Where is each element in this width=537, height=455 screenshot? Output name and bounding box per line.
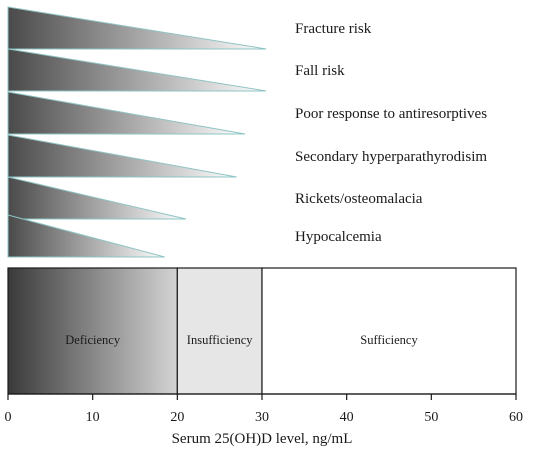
risk-wedge-secondary-hyperparathyrodisim (7, 134, 237, 178)
zone-deficiency (7, 267, 178, 395)
risk-label-fall-risk: Fall risk (295, 63, 345, 79)
risk-wedge-rickets-osteomalacia (7, 176, 186, 220)
risk-wedge-fall-risk (7, 48, 267, 92)
x-tick-label: 30 (255, 410, 269, 425)
zone-sufficiency (261, 267, 517, 395)
risk-label-hypocalcemia: Hypocalcemia (295, 229, 382, 245)
x-axis: 0 10 20 30 40 50 60 (5, 393, 523, 425)
risk-label-secondary-hyperparathyrodisim: Secondary hyperparathyrodisim (295, 149, 487, 165)
x-tick-label: 0 (5, 410, 12, 425)
zone-label-deficiency: Deficiency (65, 333, 121, 347)
x-tick-label: 10 (86, 410, 100, 425)
risk-wedge-fracture-risk (7, 6, 267, 50)
risk-label-rickets-osteomalacia: Rickets/osteomalacia (295, 191, 423, 207)
zone-label-sufficiency: Sufficiency (360, 333, 418, 347)
risk-wedges (7, 6, 267, 258)
risk-wedge-poor-response-to-antiresorptives (7, 91, 246, 135)
risk-label-poor-response-to-antiresorptives: Poor response to antiresorptives (295, 106, 487, 122)
risk-wedge-hypocalcemia (7, 214, 165, 258)
x-tick-label: 60 (509, 410, 523, 425)
risk-label-fracture-risk: Fracture risk (295, 21, 372, 37)
x-axis-title: Serum 25(OH)D level, ng/mL (172, 431, 353, 447)
x-tick-label: 50 (424, 410, 438, 425)
level-zones-bar: Deficiency Insufficiency Sufficiency (7, 267, 517, 395)
x-tick-label: 40 (340, 410, 354, 425)
zone-insufficiency (176, 267, 263, 395)
zone-label-insufficiency: Insufficiency (187, 333, 253, 347)
x-tick-label: 20 (170, 410, 184, 425)
risk-labels: Fracture risk Fall risk Poor response to a… (295, 21, 487, 245)
